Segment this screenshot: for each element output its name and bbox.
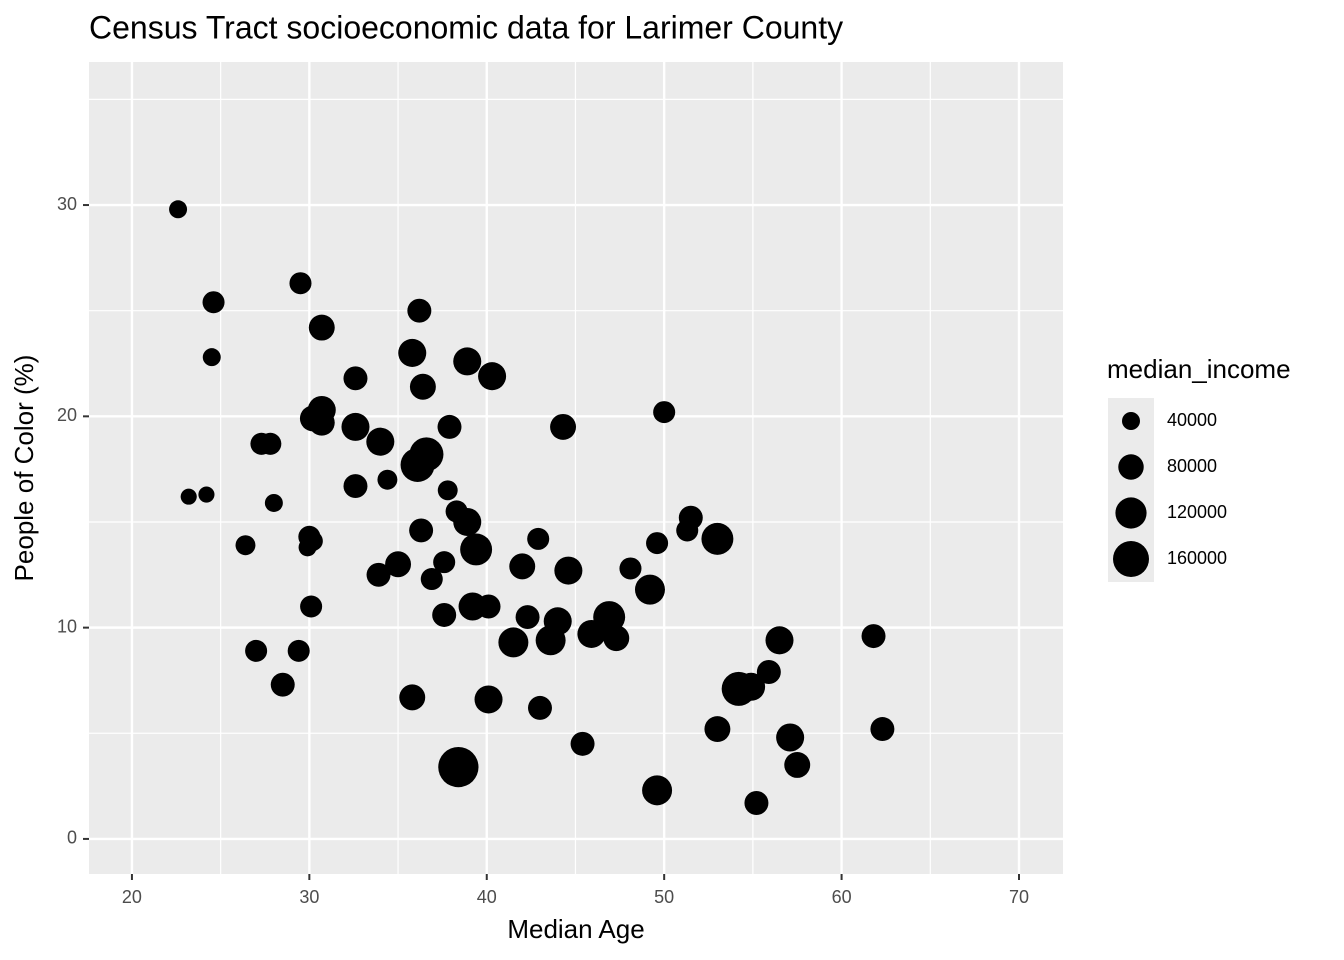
point [298, 538, 317, 557]
point [460, 533, 493, 566]
point [385, 551, 412, 578]
point [433, 551, 456, 574]
point [646, 532, 669, 555]
point [300, 595, 323, 618]
point [765, 626, 794, 655]
point [570, 731, 595, 756]
point [343, 474, 368, 499]
point [453, 347, 482, 376]
point [308, 314, 335, 341]
point [474, 685, 503, 714]
point [235, 535, 256, 556]
legend-label: 120000 [1167, 502, 1227, 522]
point [509, 553, 536, 580]
x-tick-label: 20 [122, 887, 142, 907]
point [420, 568, 443, 591]
point [744, 791, 769, 815]
point [603, 625, 630, 652]
point [634, 574, 665, 605]
legend-title: median_income [1107, 354, 1291, 384]
point [701, 522, 734, 555]
point [498, 627, 529, 658]
point [550, 413, 577, 440]
point [343, 366, 368, 391]
x-axis-label: Median Age [507, 914, 644, 944]
point [270, 672, 295, 697]
point [619, 557, 642, 580]
legend-label: 80000 [1167, 456, 1217, 476]
point [366, 562, 391, 587]
x-tick-label: 30 [299, 887, 319, 907]
y-tick-label: 10 [57, 616, 77, 636]
y-tick-label: 20 [57, 405, 77, 425]
point [308, 409, 335, 436]
x-tick-label: 60 [832, 887, 852, 907]
point [554, 556, 583, 585]
point [721, 671, 756, 706]
legend-label: 160000 [1167, 548, 1227, 568]
point [437, 480, 458, 501]
point [776, 723, 805, 752]
point [259, 432, 282, 455]
point [202, 291, 225, 314]
point [870, 717, 895, 742]
x-tick-label: 50 [654, 887, 674, 907]
legend-key [1113, 541, 1149, 577]
point [407, 298, 432, 323]
y-tick-label: 30 [57, 194, 77, 214]
point [169, 200, 188, 219]
point [784, 752, 811, 778]
point [398, 338, 427, 367]
y-tick-label: 0 [67, 828, 77, 848]
point [704, 716, 731, 743]
point [861, 624, 886, 649]
point [245, 639, 268, 662]
point [535, 625, 566, 656]
point [756, 660, 781, 684]
point [377, 469, 398, 490]
point [202, 348, 221, 367]
point [341, 412, 370, 441]
point [409, 518, 434, 543]
point [432, 602, 457, 627]
chart-title: Census Tract socioeconomic data for Lari… [89, 9, 843, 45]
point [478, 362, 507, 391]
legend-key [1118, 454, 1144, 480]
point [437, 414, 462, 439]
point [287, 639, 310, 662]
point [527, 527, 550, 550]
point [642, 775, 673, 806]
point [366, 427, 395, 456]
legend-label: 40000 [1167, 410, 1217, 430]
legend-key [1115, 497, 1147, 529]
point [400, 447, 435, 482]
point [476, 594, 501, 619]
point [527, 695, 552, 720]
point [676, 519, 699, 542]
point [409, 373, 436, 400]
point [653, 401, 676, 424]
point [198, 486, 215, 503]
point [399, 684, 426, 711]
point [453, 507, 482, 537]
x-tick-label: 70 [1009, 887, 1029, 907]
point [289, 272, 312, 295]
point [438, 746, 479, 788]
point [264, 493, 283, 512]
legend-key [1122, 412, 1140, 430]
point [515, 605, 540, 630]
y-axis-label: People of Color (%) [9, 355, 39, 582]
x-tick-label: 40 [477, 887, 497, 907]
point [577, 619, 606, 648]
point [180, 488, 197, 505]
